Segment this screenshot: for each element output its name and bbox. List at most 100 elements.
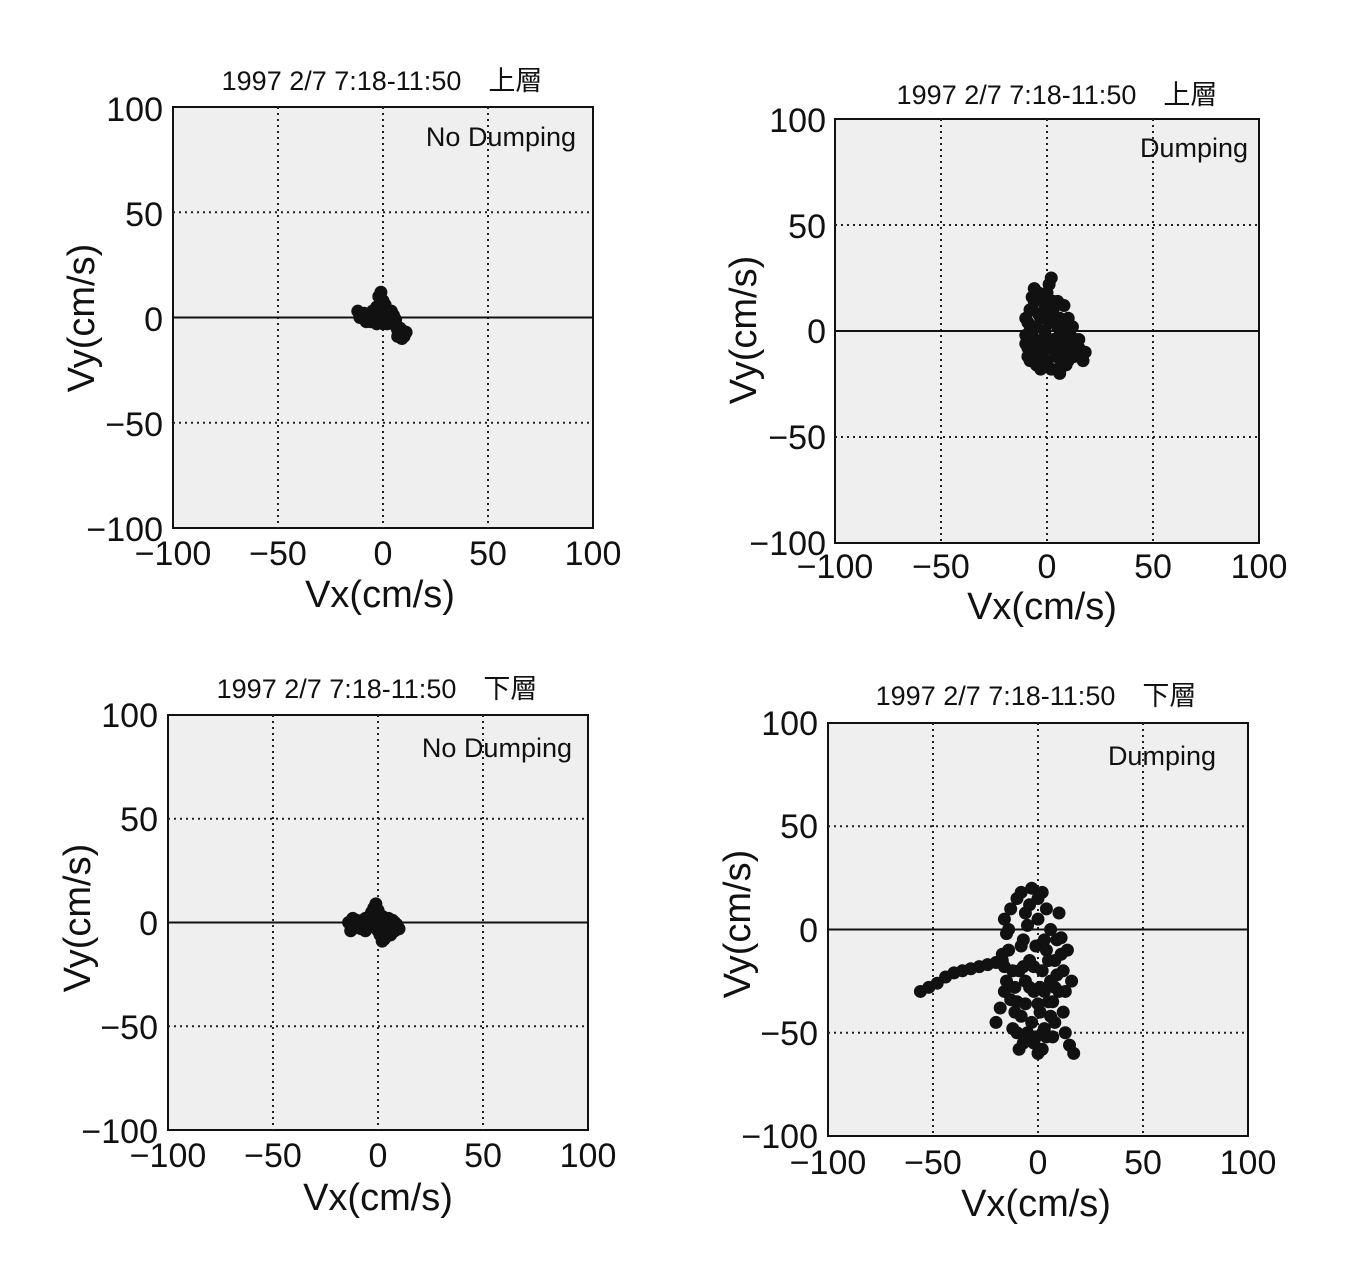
- y-tick-label: −50: [105, 406, 163, 444]
- data-point: [1050, 968, 1064, 982]
- data-point: [1051, 294, 1065, 308]
- x-tick-label: −100: [797, 548, 874, 586]
- data-point: [1065, 974, 1079, 988]
- x-tick-label: −100: [135, 535, 212, 573]
- data-point: [1037, 984, 1051, 998]
- data-point: [1027, 960, 1041, 974]
- x-tick-label: 100: [1231, 548, 1288, 586]
- x-tick-label: 0: [374, 535, 393, 573]
- y-axis-label: Vy(cm/s): [717, 850, 759, 998]
- x-axis-label: Vx(cm/s): [967, 586, 1117, 628]
- y-tick-label: −100: [741, 1118, 818, 1156]
- x-tick-label: 0: [1029, 1144, 1048, 1182]
- chart-lower-no-dumping: 1997 2/7 7:18-11:50 下層 No Dumping 100 50…: [57, 674, 616, 1219]
- data-point: [370, 317, 384, 331]
- y-tick-label: 0: [807, 313, 826, 351]
- x-tick-label: 0: [369, 1137, 388, 1175]
- chart-lower-dumping: 1997 2/7 7:18-11:50 下層 Dumping 100 50 0 …: [717, 681, 1276, 1225]
- data-point: [1063, 349, 1077, 363]
- data-point: [1039, 902, 1053, 916]
- y-tick-label: −50: [760, 1015, 818, 1053]
- chart-annotation: Dumping: [1140, 133, 1248, 163]
- chart-upper-no-dumping: 1997 2/7 7:18-11:50 上層 No Dumping 100 50…: [61, 66, 621, 616]
- x-axis-label: Vx(cm/s): [305, 574, 455, 616]
- data-point: [1010, 1026, 1024, 1040]
- data-point: [1023, 980, 1037, 994]
- data-point: [1000, 974, 1013, 988]
- x-tick-label: 50: [1124, 1144, 1162, 1182]
- y-tick-label: 50: [120, 801, 158, 839]
- data-point: [1012, 964, 1026, 978]
- y-tick-label: 50: [125, 196, 163, 234]
- chart-title: 1997 2/7 7:18-11:50 下層: [876, 681, 1197, 711]
- data-point: [1044, 1009, 1058, 1023]
- data-point: [1014, 885, 1028, 899]
- y-tick-label: 100: [106, 91, 163, 129]
- y-tick-label: −100: [86, 511, 163, 549]
- data-point: [1054, 931, 1068, 945]
- chart-annotation: Dumping: [1108, 741, 1216, 771]
- data-point: [1027, 337, 1041, 351]
- data-point: [1037, 933, 1051, 947]
- y-tick-label: 100: [761, 705, 818, 743]
- data-point: [1039, 943, 1053, 957]
- chart-title: 1997 2/7 7:18-11:50 下層: [217, 674, 538, 704]
- y-axis-label: Vy(cm/s): [57, 844, 99, 992]
- data-point: [1029, 1030, 1043, 1044]
- y-tick-label: 0: [799, 912, 818, 950]
- data-point: [1025, 303, 1039, 317]
- data-point: [1025, 881, 1039, 895]
- data-point: [1021, 918, 1034, 932]
- data-point: [997, 912, 1011, 926]
- x-tick-label: 50: [464, 1137, 502, 1175]
- x-tick-label: −100: [790, 1144, 867, 1182]
- data-point: [1031, 997, 1045, 1011]
- data-points: [913, 881, 1081, 1060]
- data-point: [1025, 1015, 1039, 1029]
- y-tick-label: −50: [768, 419, 826, 457]
- y-tick-label: 50: [788, 208, 826, 246]
- data-point: [355, 308, 369, 322]
- y-tick-label: −100: [81, 1113, 158, 1151]
- data-point: [1002, 923, 1016, 936]
- data-point: [1065, 320, 1079, 334]
- y-tick-label: −50: [100, 1009, 158, 1047]
- chart-upper-dumping: 1997 2/7 7:18-11:50 上層 Dumping 100 50 0 …: [723, 80, 1287, 628]
- data-point: [1038, 354, 1052, 368]
- y-axis-label: Vy(cm/s): [61, 244, 103, 392]
- data-point: [995, 947, 1009, 961]
- data-point: [1058, 1026, 1072, 1040]
- data-point: [386, 913, 400, 927]
- data-point: [1055, 324, 1069, 338]
- data-point: [1004, 902, 1018, 916]
- data-point: [989, 1015, 1003, 1029]
- data-point: [1044, 923, 1058, 936]
- chart-title: 1997 2/7 7:18-11:50 上層: [897, 80, 1218, 110]
- chart-annotation: No Dumping: [426, 122, 576, 152]
- x-tick-label: −50: [244, 1137, 302, 1175]
- data-point: [1016, 1036, 1030, 1050]
- data-point: [1014, 939, 1028, 953]
- data-point: [389, 313, 403, 327]
- data-point: [1056, 1005, 1070, 1019]
- data-point: [993, 1001, 1007, 1015]
- data-point: [1035, 1042, 1049, 1056]
- data-point: [391, 329, 405, 343]
- y-tick-label: 100: [101, 697, 158, 735]
- x-tick-label: 100: [1220, 1144, 1277, 1182]
- data-point: [1044, 271, 1058, 285]
- y-axis-label: Vy(cm/s): [723, 256, 765, 404]
- x-tick-label: 50: [1134, 548, 1172, 586]
- x-axis-label: Vx(cm/s): [303, 1177, 453, 1219]
- data-point: [1035, 885, 1049, 899]
- x-tick-label: −50: [912, 548, 970, 586]
- y-tick-label: 0: [144, 301, 163, 339]
- y-tick-label: 50: [780, 808, 818, 846]
- x-tick-label: 100: [565, 535, 622, 573]
- x-tick-label: 50: [469, 535, 507, 573]
- x-tick-label: −100: [130, 1137, 207, 1175]
- y-tick-label: 100: [769, 102, 826, 140]
- data-point: [1054, 947, 1068, 961]
- data-points: [1019, 271, 1092, 380]
- data-point: [1031, 912, 1045, 926]
